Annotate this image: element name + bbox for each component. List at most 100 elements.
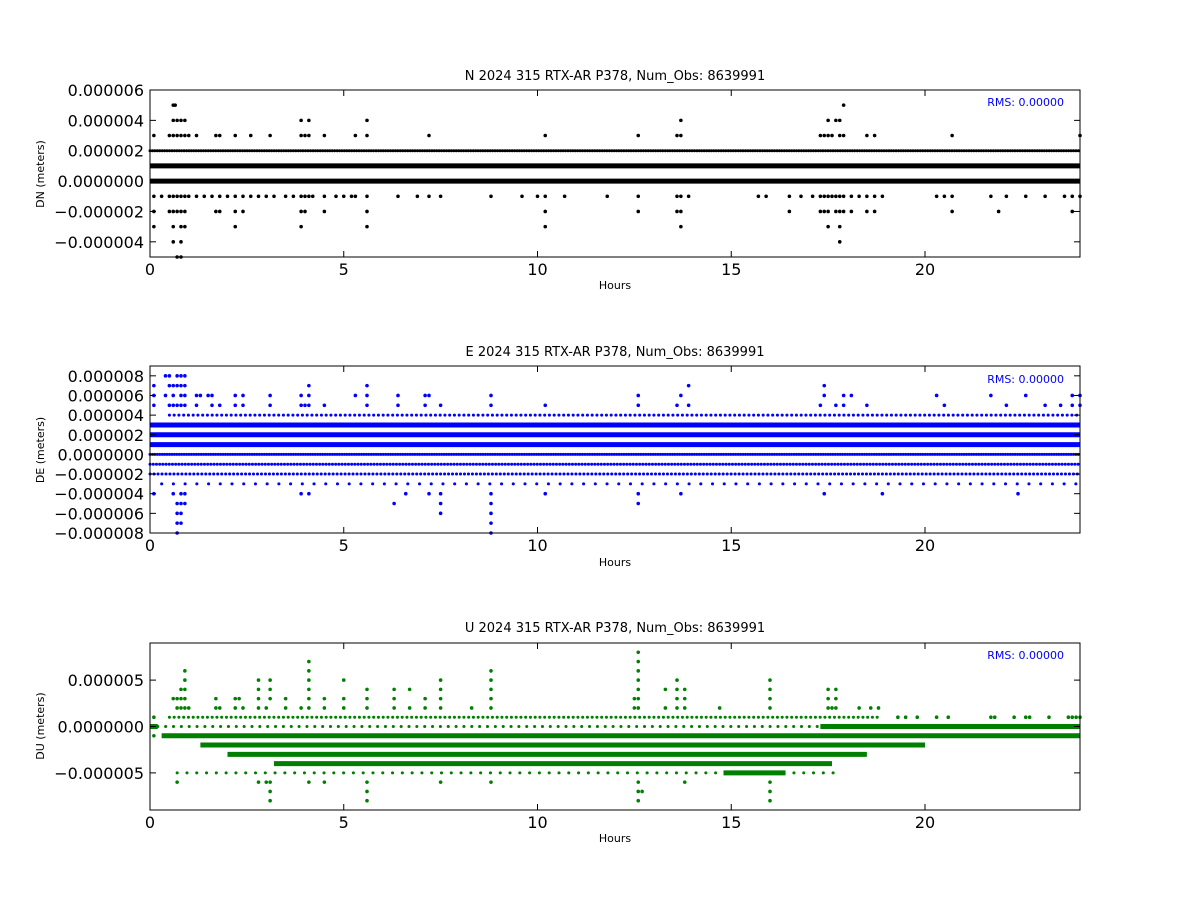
panel-east-point bbox=[942, 403, 947, 408]
panel-east-point bbox=[489, 491, 493, 496]
panel-east-point bbox=[198, 393, 203, 398]
panel-up-point bbox=[183, 669, 187, 673]
panel-up-point bbox=[307, 696, 311, 701]
panel-north-point bbox=[605, 194, 610, 199]
panel-east-point bbox=[403, 491, 408, 496]
panel-up-point bbox=[438, 678, 443, 682]
panel-east-point bbox=[1058, 403, 1063, 408]
panel-north-point bbox=[183, 224, 187, 229]
panel-north-point bbox=[299, 194, 303, 199]
panel-north-point bbox=[307, 118, 311, 123]
panel-up-point bbox=[392, 687, 396, 692]
panel-north-point bbox=[248, 194, 253, 199]
panel-east-point bbox=[179, 393, 183, 398]
panel-up-ytick-label: 0.0000000 bbox=[57, 718, 144, 737]
panel-north-point bbox=[179, 209, 183, 214]
panel-north-point bbox=[396, 194, 400, 199]
panel-north-point bbox=[179, 118, 183, 123]
panel-east-point bbox=[438, 403, 443, 408]
panel-east-point bbox=[489, 393, 493, 398]
panel-north-point bbox=[880, 194, 885, 199]
panel-east-point bbox=[392, 501, 396, 506]
panel-east-point bbox=[934, 393, 939, 398]
panel-up-point bbox=[489, 678, 493, 682]
panel-up-point bbox=[217, 706, 222, 710]
panel-up-point bbox=[934, 715, 939, 720]
panel-north-point bbox=[427, 133, 431, 138]
panel-east-point bbox=[233, 393, 238, 398]
panel-east-point bbox=[686, 403, 691, 408]
panel-up-point bbox=[636, 798, 641, 803]
panel-east-point bbox=[489, 521, 493, 525]
panel-north-point bbox=[562, 194, 567, 199]
panel-east-xtick-label: 5 bbox=[339, 536, 349, 555]
panel-north-point bbox=[214, 209, 218, 214]
panel-east-title: E 2024 315 RTX-AR P378, Num_Obs: 8639991 bbox=[466, 345, 765, 360]
panel-north-point bbox=[849, 194, 854, 199]
panel-north-point bbox=[822, 209, 827, 214]
panel-up-point bbox=[365, 789, 369, 794]
panel-east-point bbox=[175, 501, 179, 506]
panel-up-point bbox=[365, 696, 369, 701]
panel-east-point bbox=[849, 393, 854, 398]
panel-east-point bbox=[675, 403, 679, 408]
panel-east-xtick-label: 10 bbox=[527, 536, 547, 555]
panel-north-ylabel: DN (meters) bbox=[34, 140, 47, 208]
panel-up-point bbox=[268, 696, 272, 701]
panel-north-point bbox=[179, 224, 183, 229]
panel-up-point bbox=[1066, 715, 1071, 720]
panel-north-point bbox=[310, 194, 315, 199]
panel-north-point bbox=[186, 194, 191, 199]
panel-east-point bbox=[679, 393, 683, 398]
panel-east-point bbox=[183, 383, 187, 388]
panel-east-point bbox=[268, 393, 272, 398]
panel-up-point bbox=[1070, 715, 1075, 720]
panel-east-point bbox=[636, 393, 641, 398]
panel-up-ylabel: DU (meters) bbox=[34, 692, 47, 759]
panel-north-point bbox=[175, 118, 179, 123]
panel-up-point bbox=[834, 706, 838, 710]
panel-east-point bbox=[179, 403, 183, 408]
panel-north-point bbox=[942, 194, 947, 199]
panel-up-point bbox=[876, 706, 881, 710]
panel-north-point bbox=[183, 133, 187, 138]
panel-up-point bbox=[834, 687, 838, 692]
panel-north-point bbox=[152, 133, 156, 138]
panel-east-point bbox=[489, 403, 493, 408]
panel-east-point bbox=[175, 403, 179, 408]
panel-up-point bbox=[175, 696, 179, 701]
panel-up-point bbox=[826, 706, 830, 710]
panel-north-point bbox=[764, 194, 768, 199]
panel-north-point bbox=[841, 103, 846, 107]
panel-east-point bbox=[179, 511, 183, 516]
panel-east-frame bbox=[149, 365, 1081, 534]
panel-up-point bbox=[826, 696, 830, 701]
panel-east-point bbox=[307, 393, 311, 398]
panel-up-point bbox=[903, 715, 908, 720]
panel-north-point bbox=[543, 133, 548, 138]
panel-up-point bbox=[632, 706, 637, 710]
panel-up-point bbox=[179, 696, 183, 701]
panel-east-point bbox=[167, 374, 172, 378]
panel-north-point bbox=[217, 133, 222, 138]
panel-north-xlabel: Hours bbox=[599, 279, 631, 292]
panel-up-ytick-label: 0.000005 bbox=[68, 671, 144, 690]
panel-up-point bbox=[407, 687, 412, 692]
panel-north-point bbox=[818, 209, 823, 214]
panel-east-point bbox=[353, 393, 358, 398]
panel-up-point bbox=[768, 696, 772, 701]
panel-east-point bbox=[636, 501, 641, 506]
panel-up-point bbox=[299, 706, 303, 710]
panel-up-point bbox=[179, 706, 183, 710]
panel-east-point bbox=[194, 393, 199, 398]
panel-up-point bbox=[237, 696, 241, 701]
panel-up-point bbox=[268, 789, 272, 794]
panel-north-point bbox=[233, 224, 238, 229]
panel-north-point bbox=[1004, 194, 1009, 199]
panel-up-point bbox=[175, 706, 179, 710]
panel-east-point bbox=[210, 403, 214, 408]
panel-north-point bbox=[167, 209, 172, 214]
panel-north-point bbox=[865, 133, 869, 138]
panel-north-point bbox=[353, 133, 358, 138]
panel-north-point bbox=[989, 194, 993, 199]
